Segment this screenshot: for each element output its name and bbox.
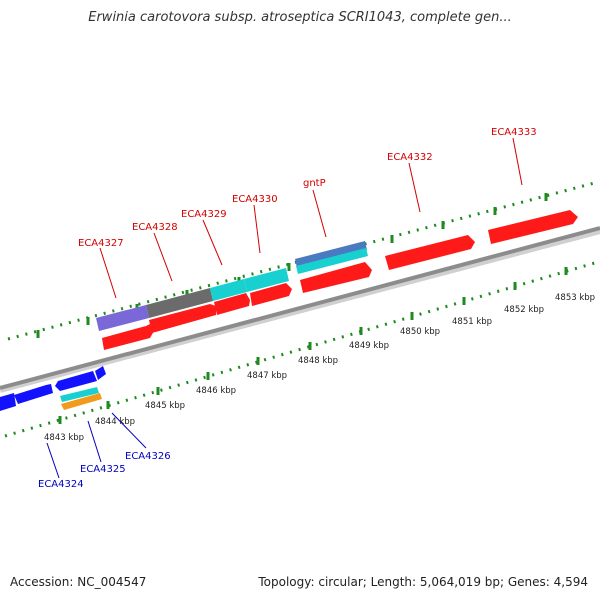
gene-arrow-gntp[interactable]: [295, 241, 367, 268]
gene-label-eca4333[interactable]: ECA4333: [491, 127, 537, 138]
gene-arrow[interactable]: [149, 304, 216, 333]
scale-label: 4853 kbp: [555, 293, 595, 303]
scale-labels: 4843 kbp 4844 kbp 4845 kbp 4846 kbp 4847…: [44, 293, 595, 443]
gene-arrow[interactable]: [300, 262, 372, 293]
scale-label: 4845 kbp: [145, 401, 185, 411]
gene-arrow[interactable]: [55, 371, 97, 391]
backbone-line: [0, 226, 600, 390]
scale-label: 4847 kbp: [247, 371, 287, 381]
scale-label: 4844 kbp: [95, 417, 135, 427]
leader-eca4324: [46, 442, 60, 479]
gene-label-eca4330[interactable]: ECA4330: [232, 194, 278, 205]
gene-label-eca4325[interactable]: ECA4325: [80, 464, 126, 475]
scale-label: 4852 kbp: [504, 305, 544, 315]
gene-arrow[interactable]: [250, 283, 292, 306]
gene-label-eca4327[interactable]: ECA4327: [78, 238, 124, 249]
leader-eca4327: [99, 247, 117, 299]
scale-label: 4846 kbp: [196, 386, 236, 396]
accession-label: Accession: NC_004547: [10, 575, 147, 589]
scale-label: 4843 kbp: [44, 433, 84, 443]
gene-arrow-gntp-lower[interactable]: [296, 248, 368, 274]
scale-label: 4849 kbp: [349, 341, 389, 351]
gene-label-eca4326[interactable]: ECA4326: [125, 451, 171, 462]
gene-arrow[interactable]: [0, 393, 16, 411]
leader-eca4328: [153, 232, 173, 282]
gene-label-eca4332[interactable]: ECA4332: [387, 152, 433, 163]
gene-label-eca4324[interactable]: ECA4324: [38, 479, 84, 490]
gene-arrow-eca4328[interactable]: [146, 288, 213, 318]
leader-eca4330: [253, 204, 261, 254]
page-title: Erwinia carotovora subsp. atroseptica SC…: [88, 10, 512, 25]
gene-arrow-eca4324[interactable]: [61, 393, 102, 410]
leader-gntp: [312, 189, 327, 238]
gene-arrow[interactable]: [214, 293, 250, 315]
leader-eca4325: [87, 420, 102, 463]
scale-label: 4848 kbp: [298, 356, 338, 366]
gene-arrow[interactable]: [385, 235, 475, 270]
leader-eca4329: [202, 219, 223, 266]
scale-label: 4851 kbp: [452, 317, 492, 327]
leader-eca4326: [111, 412, 147, 449]
backbone-shadow: [0, 228, 600, 393]
leader-eca4333: [512, 137, 523, 186]
gene-arrow-eca4325[interactable]: [60, 387, 99, 402]
topology-summary: Topology: circular; Length: 5,064,019 bp…: [258, 575, 588, 589]
gene-arrow-eca4330[interactable]: [244, 268, 289, 292]
gene-arrow[interactable]: [14, 384, 53, 404]
reverse-genes: [0, 366, 106, 411]
backbone: [0, 226, 600, 393]
gene-arrow-eca4329[interactable]: [210, 279, 247, 301]
lower-tick-line: [4, 260, 599, 438]
reverse-gene-labels: ECA4324 ECA4325 ECA4326: [38, 451, 171, 490]
forward-genes: [96, 210, 578, 350]
reverse-label-leaders: [46, 412, 147, 479]
gene-arrow[interactable]: [102, 324, 154, 350]
gene-label-gntp[interactable]: gntP: [303, 178, 326, 189]
gene-label-eca4328[interactable]: ECA4328: [132, 222, 178, 233]
forward-gene-labels: ECA4327 ECA4328 ECA4329 ECA4330 gntP ECA…: [78, 127, 537, 249]
leader-eca4332: [408, 162, 421, 213]
gene-arrow[interactable]: [95, 366, 106, 380]
gene-label-eca4329[interactable]: ECA4329: [181, 209, 227, 220]
forward-label-leaders: [99, 137, 523, 299]
gene-arrow-eca4327[interactable]: [96, 305, 149, 331]
gene-arrow[interactable]: [488, 210, 578, 244]
major-ticks: [36, 193, 568, 424]
scale-label: 4850 kbp: [400, 327, 440, 337]
